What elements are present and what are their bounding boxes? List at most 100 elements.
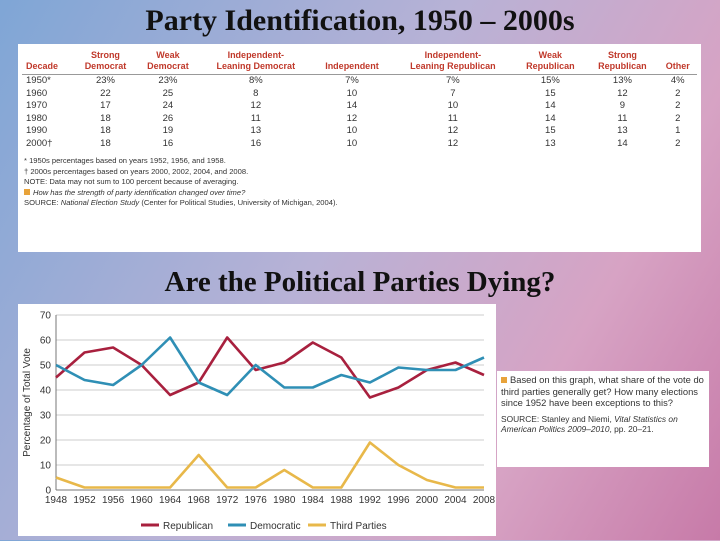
- value-cell: 10: [447, 100, 459, 111]
- y-tick-label: 70: [40, 311, 52, 322]
- table-notes: * 1950s percentages based on years 1952,…: [22, 156, 697, 209]
- table-row: 1960 22 25 8 10 7 15 12 2: [22, 88, 697, 101]
- value-cell: 18: [100, 137, 111, 149]
- column-header: Other: [658, 50, 697, 75]
- x-tick-label: 1988: [330, 495, 353, 506]
- value-cell: 15: [545, 125, 556, 136]
- y-tick-label: 60: [40, 336, 52, 347]
- graph-question-text: Based on this graph, what share of the v…: [501, 374, 704, 408]
- y-tick-label: 10: [40, 461, 52, 472]
- slide-title-parties-dying: Are the Political Parties Dying?: [164, 266, 556, 298]
- value-cell: 10: [346, 137, 358, 149]
- value-cell: 8%: [248, 75, 263, 86]
- graph-question: Based on this graph, what share of the v…: [501, 374, 705, 409]
- x-tick-label: 1956: [102, 495, 125, 506]
- table-source-rest: (Center for Political Studies, Universit…: [139, 198, 338, 207]
- graph-question-box: Based on this graph, what share of the v…: [497, 371, 709, 467]
- series-line-third-parties: [55, 441, 484, 489]
- table-row: 1950* 23% 23% 8% 7% 7% 15% 13% 4%: [22, 75, 697, 88]
- x-tick-label: 1996: [387, 495, 410, 506]
- vote-share-chart-panel: 0 10 20 30 40 50 60 70 1948 1952 1956 1960 1964 1968 1…: [18, 304, 496, 536]
- decade-cell: 1990: [26, 125, 48, 136]
- value-cell: 2: [675, 137, 681, 149]
- x-tick-label: 1964: [159, 495, 182, 506]
- decade-cell: 1960: [26, 87, 48, 99]
- column-header: Weak Democrat: [136, 50, 200, 75]
- value-cell: 4%: [670, 75, 685, 86]
- y-tick-label: 20: [40, 436, 52, 447]
- value-cell: 2: [675, 112, 681, 124]
- value-cell: 13: [545, 137, 556, 149]
- party-identification-table: Decade Strong Democrat Weak Democrat Independ…: [22, 50, 697, 150]
- value-cell: 23%: [95, 75, 115, 86]
- series-line-democratic: [55, 336, 485, 397]
- column-header: Weak Republican: [514, 50, 587, 75]
- column-header: Strong Republican: [586, 50, 659, 75]
- column-header: Decade: [22, 50, 75, 75]
- y-axis-label: Percentage of Total Vote: [22, 348, 33, 457]
- footnote-1950s: * 1950s percentages based on years 1952,…: [24, 156, 226, 165]
- vote-share-line-chart: 0 10 20 30 40 50 60 70 1948 1952 1956 1960 1964 1968 1…: [22, 311, 496, 533]
- value-cell: 9: [619, 100, 626, 111]
- x-tick-label: 2004: [444, 495, 467, 506]
- value-cell: 13: [617, 125, 628, 136]
- value-cell: 7%: [445, 75, 460, 86]
- value-cell: 11: [447, 112, 458, 124]
- y-tick-label: 40: [40, 386, 52, 397]
- value-cell: 18: [100, 112, 111, 124]
- value-cell: 12: [617, 87, 628, 99]
- x-tick-label: 1968: [188, 495, 211, 506]
- legend-label: Republican: [163, 521, 213, 532]
- table-row: 1970 17 24 12 14 10 14 9 2: [22, 100, 697, 113]
- value-cell: 13%: [612, 75, 632, 86]
- value-cell: 17: [100, 100, 111, 111]
- table-body: 1950* 23% 23% 8% 7% 7% 15% 13% 4% 1960 22 25 8 10 7 15 1…: [22, 75, 697, 151]
- decade-cell: 1970: [26, 100, 48, 111]
- value-cell: 16: [250, 137, 262, 149]
- value-cell: 14: [545, 100, 556, 111]
- value-cell: 24: [162, 100, 174, 111]
- question-marker-icon: [501, 377, 507, 383]
- x-tick-label: 1992: [359, 495, 382, 506]
- value-cell: 2: [675, 87, 681, 99]
- value-cell: 12: [346, 112, 358, 124]
- column-header: Strong Democrat: [74, 50, 137, 75]
- value-cell: 15: [545, 87, 556, 99]
- value-cell: 12: [447, 125, 459, 136]
- column-header: Independent- Leaning Republican: [391, 50, 515, 75]
- table-row: 1980 18 26 11 12 11 14 11 2: [22, 113, 697, 126]
- column-header: Independent: [312, 50, 392, 75]
- value-cell: 19: [162, 125, 174, 136]
- value-cell: 14: [346, 100, 358, 111]
- graph-source-rest: , pp. 20–21.: [609, 423, 654, 434]
- slide-title-party-identification: Party Identification, 1950 – 2000s: [145, 4, 575, 37]
- table-header-row: Decade Strong Democrat Weak Democrat Independ…: [22, 50, 697, 75]
- value-cell: 18: [100, 125, 111, 136]
- x-tick-label: 1972: [216, 495, 239, 506]
- footnote-2000s: † 2000s percentages based on years 2000,…: [24, 166, 249, 176]
- value-cell: 14: [617, 137, 628, 149]
- value-cell: 2: [675, 100, 681, 111]
- value-cell: 26: [162, 112, 174, 124]
- table-source: SOURCE: National Election Study (Center …: [24, 198, 697, 209]
- value-cell: 16: [162, 137, 174, 149]
- legend-label: Third Parties: [330, 521, 387, 532]
- party-identification-table-panel: Decade Strong Democrat Weak Democrat Independ…: [18, 44, 701, 252]
- value-cell: 11: [617, 112, 628, 124]
- x-tick-label: 1952: [73, 495, 96, 506]
- value-cell: 7%: [345, 75, 359, 86]
- value-cell: 12: [447, 137, 459, 149]
- x-tick-label: 2008: [473, 495, 496, 506]
- value-cell: 25: [162, 87, 174, 99]
- value-cell: 14: [545, 112, 556, 124]
- value-cell: 22: [100, 87, 111, 99]
- graph-source: SOURCE: Stanley and Niemi, Vital Statist…: [501, 414, 705, 434]
- decade-cell: 1980: [26, 112, 48, 124]
- x-tick-label: 1948: [45, 495, 68, 506]
- table-source-label: SOURCE:: [24, 198, 61, 207]
- value-cell: 10: [346, 125, 358, 136]
- value-cell: 8: [253, 87, 259, 99]
- series-line-republican: [55, 336, 485, 399]
- table-question: How has the strength of party identifica…: [24, 188, 697, 199]
- x-tick-label: 2000: [416, 495, 439, 506]
